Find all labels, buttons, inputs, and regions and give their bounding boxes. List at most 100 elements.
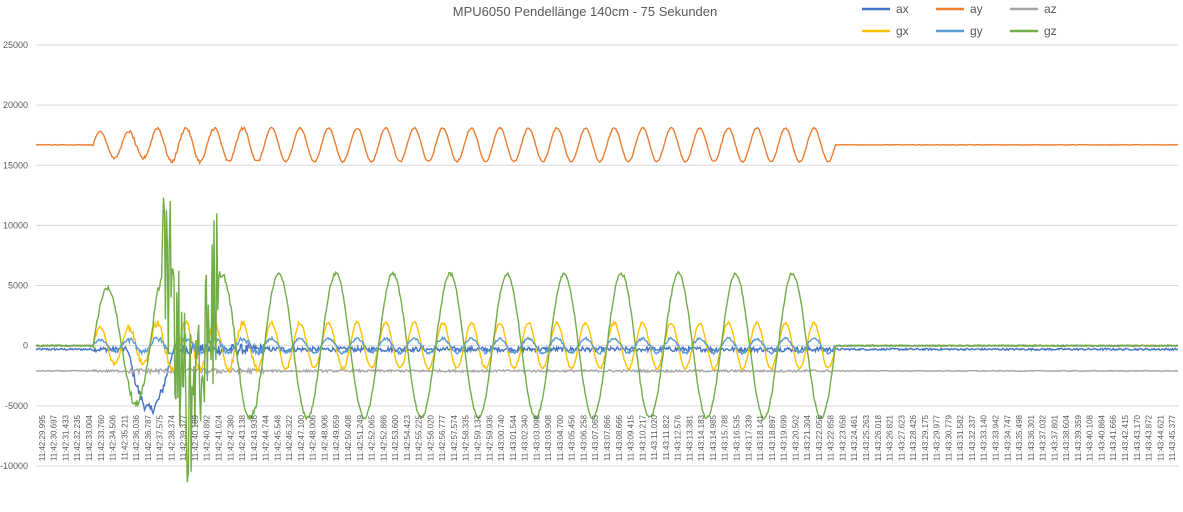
legend-item-az: az <box>1010 2 1057 16</box>
x-tick-label: 11:43:30.779 <box>944 414 953 461</box>
x-tick-label: 11:43:04.700 <box>556 414 565 461</box>
x-tick-label: 11:42:42.380 <box>226 414 235 461</box>
y-tick-label: 20000 <box>3 100 28 110</box>
x-tick-label: 11:43:37.032 <box>1039 414 1048 461</box>
x-tick-label: 11:42:51.249 <box>356 414 365 461</box>
x-tick-label: 11:43:13.381 <box>685 414 694 461</box>
x-tick-label: 11:43:11.822 <box>662 414 671 460</box>
legend-item-gz: gz <box>1010 24 1057 38</box>
x-tick-label: 11:42:39.377 <box>179 414 188 461</box>
x-tick-label: 11:43:17.339 <box>744 414 753 461</box>
x-tick-label: 11:42:32.235 <box>73 414 82 461</box>
x-tick-label: 11:43:32.337 <box>968 414 977 461</box>
x-tick-label: 11:43:16.535 <box>733 414 742 461</box>
legend-item-gy: gy <box>936 24 983 38</box>
x-tick-label: 11:43:21.304 <box>803 414 812 461</box>
grid-lines <box>36 44 1178 467</box>
y-axis-ticks: -10000 -5000 0 5000 10000 15000 20000 25000 <box>0 40 28 471</box>
x-tick-label: 11:43:10.217 <box>638 414 647 461</box>
x-tick-label: 11:42:52.065 <box>368 414 377 461</box>
x-tick-label: 11:42:36.787 <box>144 414 153 461</box>
x-tick-label: 11:42:57.574 <box>450 414 459 461</box>
x-tick-label: 11:43:14.985 <box>709 414 718 461</box>
legend: ax ay az gx gy gz <box>862 2 1057 38</box>
x-tick-label: 11:42:44.744 <box>262 414 271 461</box>
legend-item-ax: ax <box>862 2 909 16</box>
legend-label: gy <box>970 24 983 38</box>
x-tick-label: 11:43:02.340 <box>521 414 530 461</box>
x-tick-label: 11:42:45.548 <box>273 414 282 461</box>
x-tick-label: 11:43:01.544 <box>509 414 518 461</box>
series-line-az <box>35 366 1179 376</box>
x-tick-label: 11:42:43.138 <box>238 414 247 461</box>
x-tick-label: 11:43:40.864 <box>1098 414 1107 461</box>
x-tick-label: 11:43:20.502 <box>791 414 800 461</box>
x-tick-label: 11:43:03.098 <box>532 414 541 461</box>
x-tick-label: 11:42:29.995 <box>38 414 47 461</box>
x-tick-label: 11:43:39.359 <box>1074 414 1083 461</box>
x-tick-label: 11:42:56.777 <box>438 414 447 461</box>
x-tick-label: 11:43:42.415 <box>1121 414 1130 461</box>
x-tick-label: 11:43:07.063 <box>591 414 600 461</box>
legend-label: gz <box>1044 24 1057 38</box>
x-tick-label: 11:42:35.211 <box>120 414 129 460</box>
x-tick-label: 11:42:34.506 <box>109 414 118 461</box>
legend-label: ax <box>896 2 909 16</box>
x-tick-label: 11:42:46.322 <box>285 414 294 461</box>
x-tick-label: 11:43:40.108 <box>1086 414 1095 461</box>
x-tick-label: 11:43:45.377 <box>1168 414 1177 461</box>
x-tick-label: 11:43:31.582 <box>956 414 965 461</box>
x-tick-label: 11:43:09.415 <box>627 414 636 461</box>
x-tick-label: 11:43:11.020 <box>650 414 659 460</box>
y-tick-label: -5000 <box>5 401 28 411</box>
legend-item-gx: gx <box>862 24 909 38</box>
series-line-gz <box>35 197 1179 483</box>
legend-label: az <box>1044 2 1057 16</box>
x-tick-label: 11:42:38.374 <box>167 414 176 461</box>
x-tick-label: 11:42:52.866 <box>379 414 388 461</box>
x-tick-label: 11:43:18.897 <box>768 414 777 461</box>
x-tick-label: 11:42:47.100 <box>297 414 306 461</box>
x-tick-label: 11:43:00.740 <box>497 414 506 461</box>
y-tick-label: 10000 <box>3 220 28 230</box>
x-tick-label: 11:42:40.189 <box>191 414 200 461</box>
x-tick-label: 11:43:29.977 <box>933 414 942 461</box>
x-tick-label: 11:42:33.760 <box>97 414 106 461</box>
x-tick-label: 11:43:38.604 <box>1062 414 1071 461</box>
y-tick-label: 15000 <box>3 160 28 170</box>
x-tick-label: 11:43:06.258 <box>580 414 589 461</box>
x-tick-label: 11:43:43.872 <box>1145 414 1154 461</box>
x-tick-label: 11:42:40.892 <box>203 414 212 461</box>
y-tick-label: -10000 <box>0 461 28 471</box>
x-tick-label: 11:42:43.936 <box>250 414 259 461</box>
x-tick-label: 11:43:07.866 <box>603 414 612 461</box>
x-tick-label: 11:43:12.576 <box>674 414 683 461</box>
x-tick-label: 11:43:25.263 <box>862 414 871 461</box>
x-tick-label: 11:42:33.004 <box>85 414 94 461</box>
x-tick-label: 11:42:54.423 <box>403 414 412 461</box>
x-tick-label: 11:43:26.018 <box>874 414 883 461</box>
x-tick-label: 11:43:26.821 <box>886 414 895 461</box>
x-tick-label: 11:43:29.175 <box>921 414 930 461</box>
x-tick-label: 11:42:58.335 <box>462 414 471 461</box>
legend-item-ay: ay <box>936 2 983 16</box>
x-tick-label: 11:43:19.699 <box>780 414 789 461</box>
x-tick-label: 11:42:49.659 <box>332 414 341 461</box>
x-tick-label: 11:43:43.170 <box>1133 414 1142 461</box>
y-tick-label: 0 <box>23 341 28 351</box>
x-axis-ticks: 11:42:29.995 11:42:30.697 11:42:31.433 11:4… <box>38 414 1177 461</box>
x-tick-label: 11:43:28.426 <box>909 414 918 461</box>
x-tick-label: 11:43:44.621 <box>1156 414 1165 461</box>
x-tick-label: 11:43:05.456 <box>568 414 577 461</box>
x-tick-label: 11:43:23.658 <box>839 414 848 461</box>
x-tick-label: 11:43:15.788 <box>721 414 730 461</box>
x-tick-label: 11:43:27.623 <box>897 414 906 461</box>
x-tick-label: 11:42:59.137 <box>474 414 483 461</box>
y-tick-label: 5000 <box>8 281 28 291</box>
x-tick-label: 11:43:37.801 <box>1050 414 1059 461</box>
x-tick-label: 11:42:55.225 <box>415 414 424 461</box>
x-tick-label: 11:43:03.908 <box>544 414 553 461</box>
x-tick-label: 11:43:22.056 <box>815 414 824 461</box>
